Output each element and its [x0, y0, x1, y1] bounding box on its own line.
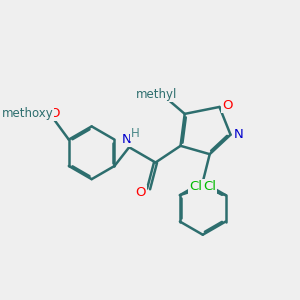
Text: Cl: Cl: [189, 180, 203, 193]
Text: Cl: Cl: [203, 180, 216, 193]
Text: O: O: [50, 107, 60, 120]
Text: methyl: methyl: [136, 88, 177, 101]
Text: H: H: [131, 127, 140, 140]
Text: N: N: [233, 128, 243, 141]
Text: N: N: [122, 133, 131, 146]
Text: O: O: [135, 186, 146, 199]
Text: methoxy: methoxy: [2, 107, 53, 120]
Text: O: O: [222, 99, 232, 112]
